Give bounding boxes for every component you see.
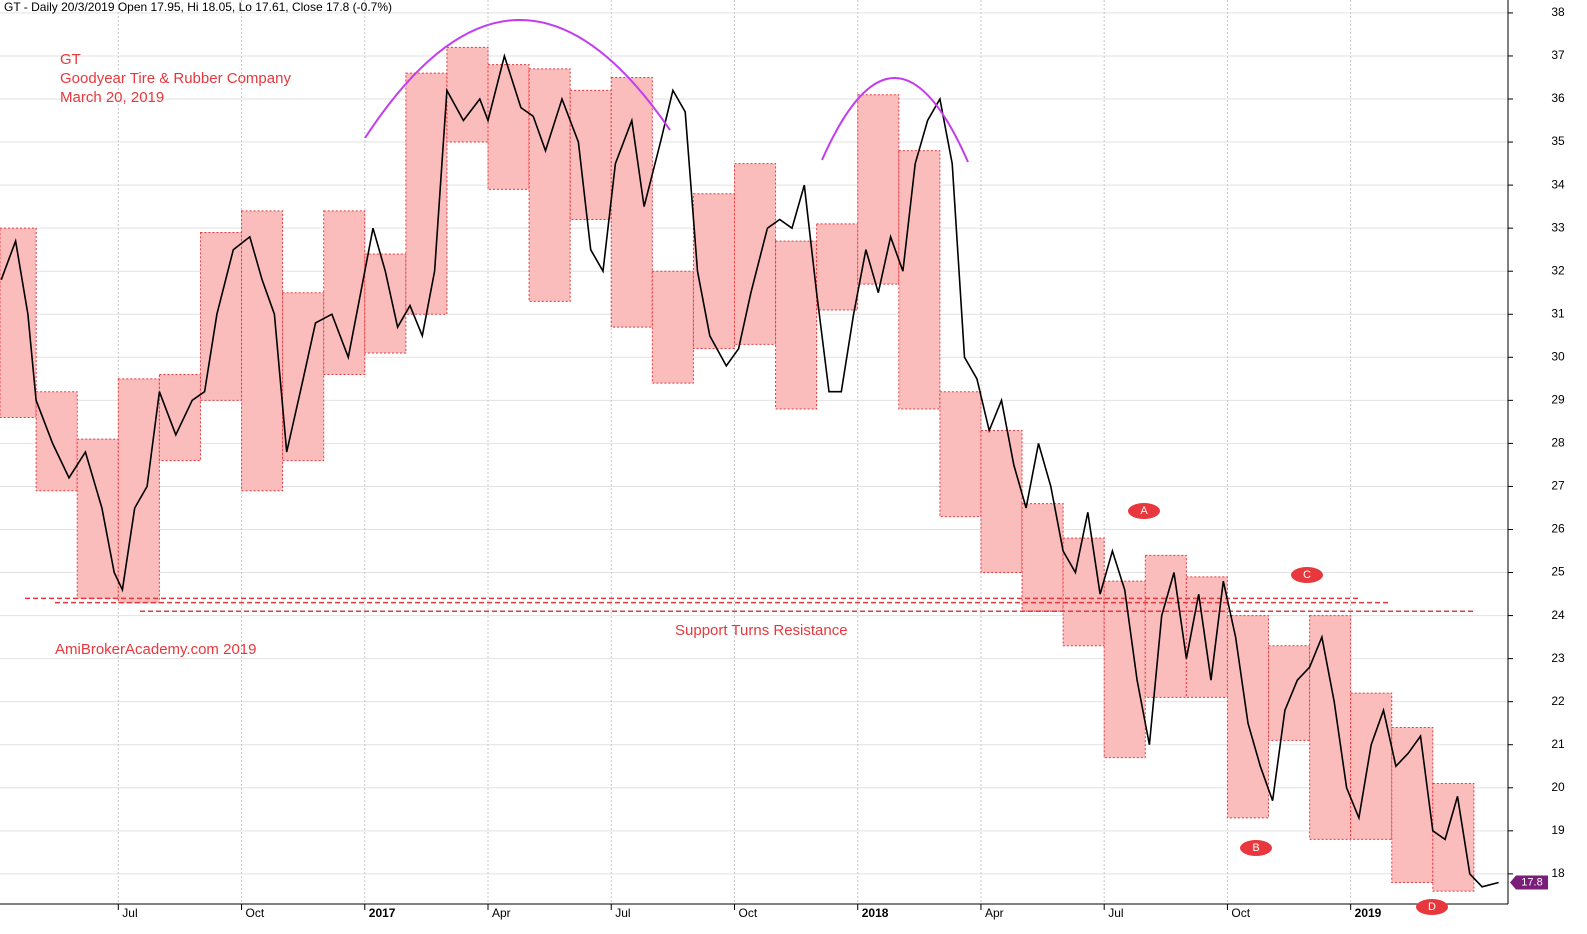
x-tick-label: Oct <box>738 906 757 920</box>
y-tick-label: 29 <box>1551 393 1565 407</box>
box <box>1309 615 1352 840</box>
marker: C <box>1291 567 1323 583</box>
box <box>939 391 982 518</box>
price-line <box>0 53 1499 888</box>
x-tick-label: 2017 <box>369 906 396 920</box>
arc <box>821 77 969 163</box>
box <box>1268 645 1311 741</box>
x-tick-label: Jul <box>1108 906 1123 920</box>
box <box>1226 615 1270 819</box>
marker: D <box>1416 899 1448 915</box>
y-tick-label: 18 <box>1551 866 1565 880</box>
box <box>1432 782 1475 892</box>
y-tick-label: 37 <box>1551 48 1565 62</box>
y-tick-label: 24 <box>1551 608 1565 622</box>
y-tick-label: 27 <box>1551 479 1565 493</box>
marker-label: B <box>1252 842 1259 854</box>
y-tick-label: 34 <box>1551 177 1565 191</box>
marker-label: C <box>1303 569 1311 581</box>
box <box>980 429 1023 574</box>
box <box>487 64 530 190</box>
box <box>775 240 818 410</box>
header: GT - Daily 20/3/2019 Open 17.95, Hi 18.0… <box>4 0 392 14</box>
x-tick-label: Oct <box>1231 906 1250 920</box>
box <box>76 438 119 599</box>
y-tick-label: 26 <box>1551 522 1565 536</box>
x-tick-label: Jul <box>122 906 137 920</box>
marker-label: A <box>1140 505 1148 517</box>
box <box>1144 554 1187 698</box>
last-price-tag <box>1510 875 1548 890</box>
y-tick-label: 19 <box>1551 823 1565 837</box>
y-tick-label: 20 <box>1551 780 1565 794</box>
box <box>569 89 612 221</box>
y-tick-label: 25 <box>1551 565 1565 579</box>
box <box>1103 580 1146 759</box>
x-tick-label: Jul <box>615 906 630 920</box>
box <box>1021 503 1064 612</box>
title: GT <box>60 51 81 68</box>
x-tick-label: Oct <box>246 906 265 920</box>
box <box>857 94 900 285</box>
box <box>1350 692 1393 840</box>
annotation: Support Turns Resistance <box>675 622 848 639</box>
box <box>158 374 201 462</box>
x-tick-label: Apr <box>492 906 511 920</box>
date: March 20, 2019 <box>60 89 164 106</box>
marker: B <box>1240 840 1272 856</box>
box <box>1391 727 1434 883</box>
subtitle: Goodyear Tire & Rubber Company <box>60 70 291 87</box>
y-tick-label: 21 <box>1551 737 1565 751</box>
box <box>405 72 448 315</box>
y-tick-label: 30 <box>1551 349 1565 363</box>
y-tick-label: 32 <box>1551 263 1565 277</box>
lines <box>0 53 1499 888</box>
y-tick-label: 23 <box>1551 651 1565 665</box>
y-tick-label: 36 <box>1551 91 1565 105</box>
boxes <box>0 46 1475 892</box>
box <box>651 270 694 384</box>
box <box>733 163 777 345</box>
box <box>446 46 489 143</box>
box <box>241 210 284 492</box>
y-tick-label: 33 <box>1551 220 1565 234</box>
y-tick-label: 22 <box>1551 694 1565 708</box>
arc <box>364 19 671 139</box>
box <box>692 193 735 350</box>
marker: A <box>1128 503 1160 519</box>
x-tick-label: 2019 <box>1355 906 1382 920</box>
box <box>35 391 78 492</box>
box <box>117 378 160 604</box>
y-tick-label: 38 <box>1551 5 1565 19</box>
box <box>1062 537 1105 647</box>
watermark: AmiBrokerAcademy.com 2019 <box>55 641 256 658</box>
marker-label: D <box>1428 901 1436 913</box>
y-tick-label: 28 <box>1551 436 1565 450</box>
y-tick-label: 35 <box>1551 134 1565 148</box>
y-tick-label: 31 <box>1551 306 1565 320</box>
x-tick-label: Apr <box>985 906 1004 920</box>
box <box>323 210 366 376</box>
box <box>898 150 941 410</box>
box <box>816 223 859 311</box>
last-price-label: 17.8 <box>1521 876 1542 888</box>
box <box>610 76 653 328</box>
x-tick-label: 2018 <box>862 906 889 920</box>
grid <box>0 0 1508 904</box>
